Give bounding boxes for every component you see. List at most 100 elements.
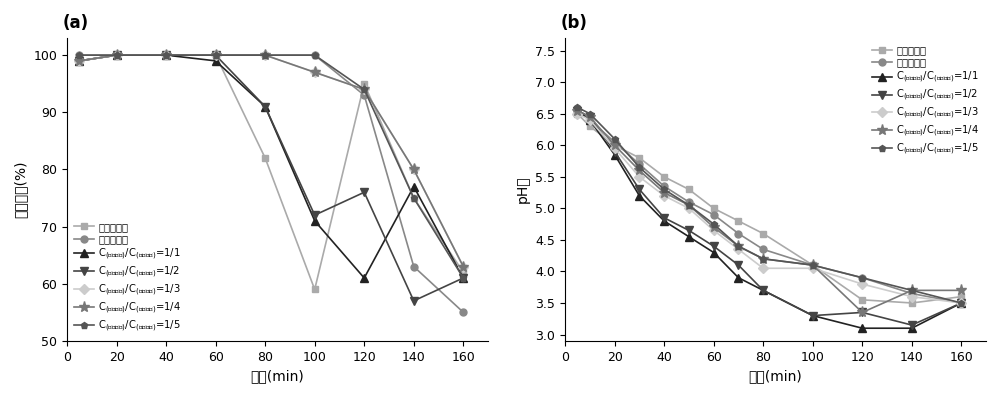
Line: C$_{\mathregular{(无机组分)}}$/C$_{\mathregular{(有机组分)}}$=1/2: C$_{\mathregular{(无机组分)}}$/C$_{\mathregu… [573,106,966,329]
全有机组分 [309,53,321,58]
C$_{\mathregular{(无机组分)}}$/C$_{\mathregular{(有机组分)}}$=1/5 [408,196,420,200]
全有机组分 [658,184,670,189]
C$_{\mathregular{(无机组分)}}$/C$_{\mathregular{(有机组分)}}$=1/2 [571,108,583,113]
C$_{\mathregular{(无机组分)}}$/C$_{\mathregular{(有机组分)}}$=1/2 [358,190,370,195]
C$_{\mathregular{(无机组分)}}$/C$_{\mathregular{(有机组分)}}$=1/4 [210,53,222,58]
C$_{\mathregular{(无机组分)}}$/C$_{\mathregular{(有机组分)}}$=1/4 [609,143,621,148]
C$_{\mathregular{(无机组分)}}$/C$_{\mathregular{(有机组分)}}$=1/3 [856,281,868,286]
C$_{\mathregular{(无机组分)}}$/C$_{\mathregular{(有机组分)}}$=1/4 [683,203,695,208]
C$_{\mathregular{(无机组分)}}$/C$_{\mathregular{(有机组分)}}$=1/2 [658,216,670,220]
全无机组分 [683,187,695,192]
C$_{\mathregular{(无机组分)}}$/C$_{\mathregular{(有机组分)}}$=1/3 [732,247,744,252]
C$_{\mathregular{(无机组分)}}$/C$_{\mathregular{(有机组分)}}$=1/2 [856,310,868,315]
C$_{\mathregular{(无机组分)}}$/C$_{\mathregular{(有机组分)}}$=1/3 [408,167,420,172]
C$_{\mathregular{(无机组分)}}$/C$_{\mathregular{(有机组分)}}$=1/1 [73,58,85,63]
Line: 全无机组分: 全无机组分 [574,110,965,306]
全有机组分 [111,53,123,58]
C$_{\mathregular{(无机组分)}}$/C$_{\mathregular{(有机组分)}}$=1/1 [309,218,321,223]
C$_{\mathregular{(无机组分)}}$/C$_{\mathregular{(有机组分)}}$=1/3 [571,111,583,116]
Y-axis label: pH値: pH値 [516,175,530,203]
C$_{\mathregular{(无机组分)}}$/C$_{\mathregular{(有机组分)}}$=1/2 [906,323,918,328]
全无机组分 [807,263,819,268]
Line: C$_{\mathregular{(无机组分)}}$/C$_{\mathregular{(有机组分)}}$=1/3: C$_{\mathregular{(无机组分)}}$/C$_{\mathregu… [76,52,467,270]
全无机组分 [609,143,621,148]
C$_{\mathregular{(无机组分)}}$/C$_{\mathregular{(有机组分)}}$=1/5 [609,137,621,141]
全有机组分 [955,301,967,305]
C$_{\mathregular{(无机组分)}}$/C$_{\mathregular{(有机组分)}}$=1/3 [309,70,321,75]
全有机组分 [160,53,172,58]
Line: 全有机组分: 全有机组分 [574,107,965,306]
C$_{\mathregular{(无机组分)}}$/C$_{\mathregular{(有机组分)}}$=1/5 [708,222,720,227]
Line: C$_{\mathregular{(无机组分)}}$/C$_{\mathregular{(有机组分)}}$=1/3: C$_{\mathregular{(无机组分)}}$/C$_{\mathregu… [574,110,965,306]
C$_{\mathregular{(无机组分)}}$/C$_{\mathregular{(有机组分)}}$=1/5 [309,53,321,58]
全无机组分 [856,297,868,302]
C$_{\mathregular{(无机组分)}}$/C$_{\mathregular{(有机组分)}}$=1/3 [259,53,271,58]
C$_{\mathregular{(无机组分)}}$/C$_{\mathregular{(有机组分)}}$=1/1 [955,301,967,305]
Text: (a): (a) [63,14,89,32]
C$_{\mathregular{(无机组分)}}$/C$_{\mathregular{(有机组分)}}$=1/4 [856,310,868,315]
全无机组分 [73,58,85,63]
C$_{\mathregular{(无机组分)}}$/C$_{\mathregular{(有机组分)}}$=1/1 [408,184,420,189]
C$_{\mathregular{(无机组分)}}$/C$_{\mathregular{(有机组分)}}$=1/1 [807,313,819,318]
全无机组分 [633,156,645,160]
C$_{\mathregular{(无机组分)}}$/C$_{\mathregular{(有机组分)}}$=1/1 [856,326,868,331]
C$_{\mathregular{(无机组分)}}$/C$_{\mathregular{(有机组分)}}$=1/5 [732,244,744,249]
C$_{\mathregular{(无机组分)}}$/C$_{\mathregular{(有机组分)}}$=1/4 [309,70,321,75]
C$_{\mathregular{(无机组分)}}$/C$_{\mathregular{(有机组分)}}$=1/5 [73,53,85,58]
C$_{\mathregular{(无机组分)}}$/C$_{\mathregular{(有机组分)}}$=1/1 [210,58,222,63]
C$_{\mathregular{(无机组分)}}$/C$_{\mathregular{(有机组分)}}$=1/4 [757,256,769,261]
全无机组分 [584,124,596,129]
Y-axis label: 脱硫效率(%): 脱硫效率(%) [14,161,28,218]
全无机组分 [571,111,583,116]
C$_{\mathregular{(无机组分)}}$/C$_{\mathregular{(有机组分)}}$=1/2 [408,299,420,303]
C$_{\mathregular{(无机组分)}}$/C$_{\mathregular{(有机组分)}}$=1/1 [259,104,271,109]
C$_{\mathregular{(无机组分)}}$/C$_{\mathregular{(有机组分)}}$=1/3 [210,53,222,58]
全有机组分 [73,53,85,58]
全无机组分 [708,206,720,211]
C$_{\mathregular{(无机组分)}}$/C$_{\mathregular{(有机组分)}}$=1/3 [757,266,769,271]
C$_{\mathregular{(无机组分)}}$/C$_{\mathregular{(有机组分)}}$=1/5 [210,53,222,58]
全无机组分 [309,287,321,292]
C$_{\mathregular{(无机组分)}}$/C$_{\mathregular{(有机组分)}}$=1/5 [757,256,769,261]
Line: 全无机组分: 全无机组分 [76,52,467,293]
C$_{\mathregular{(无机组分)}}$/C$_{\mathregular{(有机组分)}}$=1/3 [807,266,819,271]
C$_{\mathregular{(无机组分)}}$/C$_{\mathregular{(有机组分)}}$=1/5 [160,53,172,58]
全无机组分 [457,270,469,275]
C$_{\mathregular{(无机组分)}}$/C$_{\mathregular{(有机组分)}}$=1/5 [358,87,370,92]
全无机组分 [658,174,670,179]
全有机组分 [457,310,469,315]
C$_{\mathregular{(无机组分)}}$/C$_{\mathregular{(有机组分)}}$=1/4 [732,244,744,249]
C$_{\mathregular{(无机组分)}}$/C$_{\mathregular{(有机组分)}}$=1/4 [633,168,645,173]
全无机组分 [259,156,271,160]
C$_{\mathregular{(无机组分)}}$/C$_{\mathregular{(有机组分)}}$=1/3 [111,53,123,58]
C$_{\mathregular{(无机组分)}}$/C$_{\mathregular{(有机组分)}}$=1/1 [358,276,370,280]
全有机组分 [259,53,271,58]
C$_{\mathregular{(无机组分)}}$/C$_{\mathregular{(有机组分)}}$=1/2 [309,213,321,218]
C$_{\mathregular{(无机组分)}}$/C$_{\mathregular{(有机组分)}}$=1/1 [906,326,918,331]
C$_{\mathregular{(无机组分)}}$/C$_{\mathregular{(有机组分)}}$=1/5 [906,288,918,293]
C$_{\mathregular{(无机组分)}}$/C$_{\mathregular{(有机组分)}}$=1/5 [658,187,670,192]
C$_{\mathregular{(无机组分)}}$/C$_{\mathregular{(有机组分)}}$=1/3 [73,58,85,63]
C$_{\mathregular{(无机组分)}}$/C$_{\mathregular{(有机组分)}}$=1/1 [571,108,583,113]
Line: C$_{\mathregular{(无机组分)}}$/C$_{\mathregular{(有机组分)}}$=1/4: C$_{\mathregular{(无机组分)}}$/C$_{\mathregu… [74,50,469,272]
C$_{\mathregular{(无机组分)}}$/C$_{\mathregular{(有机组分)}}$=1/5 [807,263,819,268]
C$_{\mathregular{(无机组分)}}$/C$_{\mathregular{(有机组分)}}$=1/1 [757,288,769,293]
C$_{\mathregular{(无机组分)}}$/C$_{\mathregular{(有机组分)}}$=1/4 [708,225,720,229]
C$_{\mathregular{(无机组分)}}$/C$_{\mathregular{(有机组分)}}$=1/1 [633,193,645,198]
C$_{\mathregular{(无机组分)}}$/C$_{\mathregular{(有机组分)}}$=1/2 [584,114,596,119]
C$_{\mathregular{(无机组分)}}$/C$_{\mathregular{(有机组分)}}$=1/5 [683,203,695,208]
全无机组分 [408,196,420,200]
Legend: 全无机组分, 全有机组分, C$_{\mathregular{(无机组分)}}$/C$_{\mathregular{(有机组分)}}$=1/1, C$_{\ma: 全无机组分, 全有机组分, C$_{\mathregular{(无机组分)}}$… [870,43,981,159]
C$_{\mathregular{(无机组分)}}$/C$_{\mathregular{(有机组分)}}$=1/5 [856,276,868,280]
C$_{\mathregular{(无机组分)}}$/C$_{\mathregular{(有机组分)}}$=1/2 [210,53,222,58]
C$_{\mathregular{(无机组分)}}$/C$_{\mathregular{(有机组分)}}$=1/2 [732,263,744,268]
C$_{\mathregular{(无机组分)}}$/C$_{\mathregular{(有机组分)}}$=1/5 [633,165,645,170]
全无机组分 [111,53,123,58]
C$_{\mathregular{(无机组分)}}$/C$_{\mathregular{(有机组分)}}$=1/4 [807,263,819,268]
C$_{\mathregular{(无机组分)}}$/C$_{\mathregular{(有机组分)}}$=1/2 [683,228,695,233]
C$_{\mathregular{(无机组分)}}$/C$_{\mathregular{(有机组分)}}$=1/1 [708,250,720,255]
Text: (b): (b) [561,14,588,32]
C$_{\mathregular{(无机组分)}}$/C$_{\mathregular{(有机组分)}}$=1/3 [658,193,670,198]
全无机组分 [906,301,918,305]
Line: C$_{\mathregular{(无机组分)}}$/C$_{\mathregular{(有机组分)}}$=1/5: C$_{\mathregular{(无机组分)}}$/C$_{\mathregu… [76,52,467,281]
